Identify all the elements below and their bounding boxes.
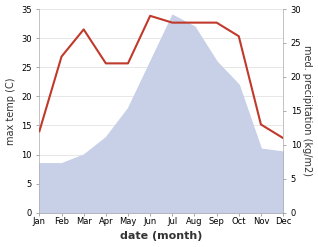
X-axis label: date (month): date (month)	[120, 231, 203, 242]
Y-axis label: med. precipitation (kg/m2): med. precipitation (kg/m2)	[302, 45, 313, 176]
Y-axis label: max temp (C): max temp (C)	[5, 77, 16, 145]
